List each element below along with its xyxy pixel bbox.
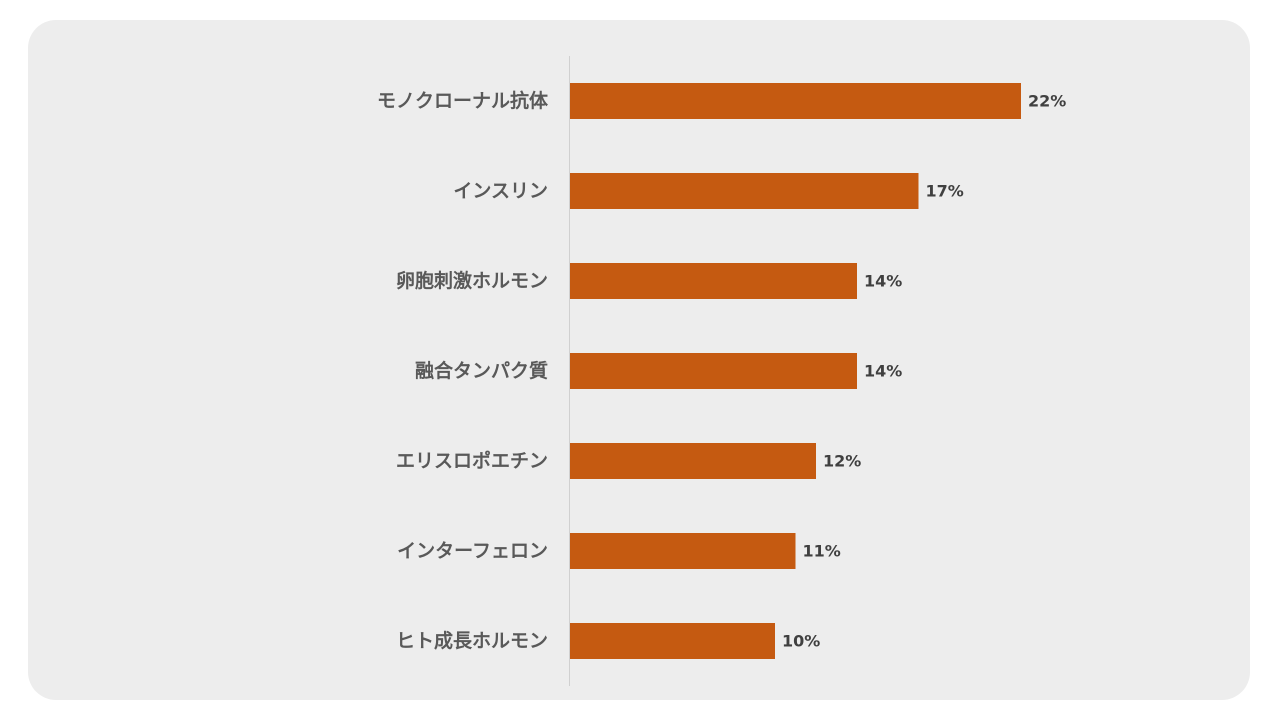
- category-label-7: ヒト成長ホルモン: [396, 629, 548, 652]
- value-label-7: 10%: [782, 632, 820, 651]
- value-label-6: 11%: [803, 542, 841, 561]
- value-label-1: 22%: [1028, 92, 1066, 111]
- category-label-2: インスリン: [453, 180, 548, 202]
- value-label-2: 17%: [926, 182, 964, 201]
- bar-6: [570, 533, 796, 569]
- value-label-4: 14%: [864, 362, 902, 381]
- bars-layer: [570, 83, 1021, 659]
- bar-5: [570, 443, 816, 479]
- category-label-1: モノクローナル抗体: [377, 89, 549, 112]
- bar-4: [570, 353, 857, 389]
- category-labels: モノクローナル抗体インスリン卵胞刺激ホルモン融合タンパク質エリスロポエチンインタ…: [377, 89, 549, 652]
- value-labels: 22% 17% 14% 14% 12% 11% 10%: [782, 92, 1066, 651]
- bar-7: [570, 623, 775, 659]
- value-label-3: 14%: [864, 272, 902, 291]
- value-label-5: 12%: [823, 452, 861, 471]
- category-label-3: 卵胞刺激ホルモン: [396, 269, 548, 292]
- category-label-5: エリスロポエチン: [396, 449, 548, 472]
- category-label-4: 融合タンパク質: [415, 359, 548, 382]
- bar-3: [570, 263, 857, 299]
- bar-2: [570, 173, 919, 209]
- category-label-6: インターフェロン: [397, 540, 548, 562]
- bar-1: [570, 83, 1021, 119]
